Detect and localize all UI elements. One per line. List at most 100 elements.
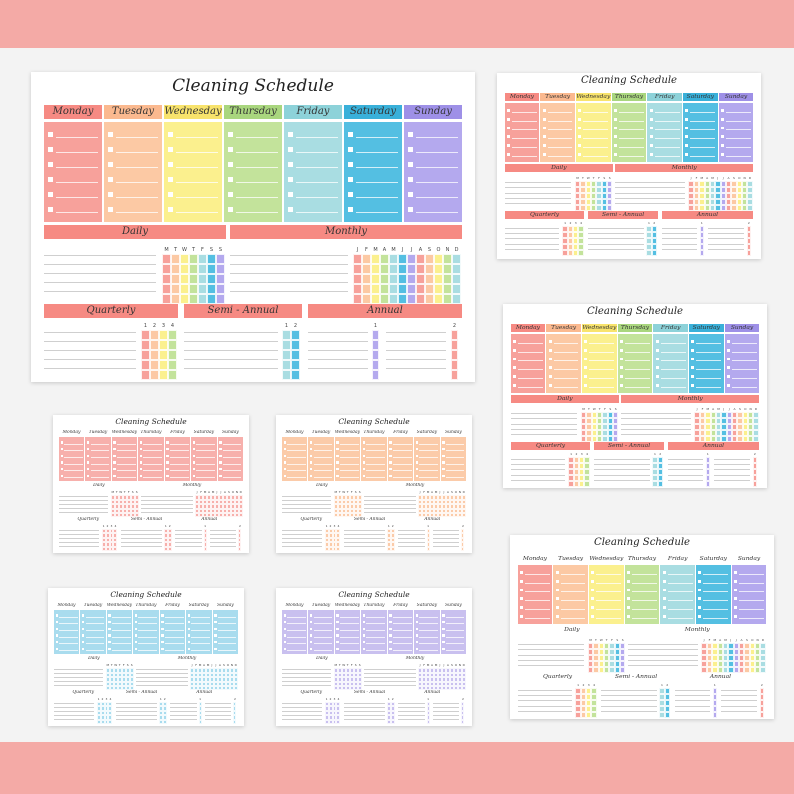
- annual-grid-1-cell: [426, 715, 430, 720]
- quarterly-grid-cell: [575, 688, 581, 695]
- quarterly-grid-cell: [328, 706, 333, 711]
- annual-header: Annual: [667, 441, 760, 451]
- annual-line-b-4: [432, 718, 460, 720]
- daily-grid-cell: [580, 424, 587, 431]
- semi-annual-grid-cell: [386, 528, 391, 534]
- task-line-1: [553, 351, 579, 353]
- quarterly-grid-cell: [108, 715, 113, 720]
- daily-line-2: [58, 503, 109, 505]
- daily-grid-cell: [345, 513, 350, 518]
- semi-annual-grid-cell: [167, 528, 172, 534]
- task-line-3: [340, 636, 359, 638]
- checkbox-3: [389, 461, 392, 464]
- checkbox-5: [81, 647, 85, 650]
- checkbox-2: [727, 357, 731, 361]
- monthly-grid-cell: [461, 508, 466, 513]
- daily-grid-cell: [105, 681, 110, 686]
- checkbox-1: [309, 448, 313, 451]
- checkbox-2: [584, 357, 588, 361]
- quarterly-grid-cell: [336, 533, 341, 538]
- monthly-grid-cell: [449, 672, 454, 678]
- daily-grid-cell: [180, 254, 189, 264]
- semi-annual-line-3: [115, 714, 158, 716]
- monthly-header: Monthly: [405, 655, 425, 661]
- task-line-0: [511, 111, 537, 113]
- monthly-grid-label: M: [700, 176, 704, 181]
- annual-line-2: [175, 537, 202, 539]
- daily-grid-cell: [118, 495, 123, 500]
- quarterly-grid-cell: [336, 537, 341, 543]
- day-column-1: [546, 333, 581, 394]
- monthly-header: Monthly: [405, 482, 425, 488]
- quarterly-grid-cell: [109, 537, 114, 543]
- monthly-grid-cell: [443, 274, 452, 284]
- annual-grid-1-label: 1: [199, 696, 202, 701]
- monthly-grid-cell: [731, 412, 738, 419]
- day-column-6: [724, 333, 760, 394]
- checkbox-1: [662, 579, 666, 583]
- day-header-2: Wednesday: [589, 554, 624, 562]
- checkbox-1: [336, 621, 339, 624]
- quarterly-grid-cell: [109, 542, 114, 547]
- quarterly-grid-label: 2: [329, 696, 332, 701]
- task-line-5: [143, 476, 163, 478]
- semi-annual-grid-cell: [386, 715, 391, 720]
- semi-annual-line-3: [593, 474, 650, 476]
- checkbox-0: [283, 614, 286, 617]
- daily-grid-cell: [171, 294, 180, 304]
- annual-line-4: [398, 718, 425, 720]
- day-header-5: Saturday: [416, 602, 438, 608]
- daily-grid-cell: [596, 181, 602, 188]
- monthly-grid-cell: [741, 193, 748, 200]
- quarterly-grid-cell: [328, 528, 333, 534]
- checkbox-3: [513, 366, 517, 370]
- daily-line-1: [281, 499, 332, 501]
- monthly-grid-cell: [426, 672, 431, 678]
- quarterly-grid-label: 1: [325, 696, 328, 701]
- checkbox-1: [415, 621, 419, 624]
- monthly-grid-label: N: [743, 176, 746, 181]
- daily-grid-label: S: [608, 176, 611, 181]
- monthly-grid-label: N: [458, 663, 461, 668]
- checkbox-3: [649, 135, 653, 139]
- monthly-grid-cell: [217, 672, 222, 678]
- task-line-2: [631, 591, 657, 593]
- checkbox-1: [139, 448, 143, 451]
- checkbox-0: [309, 441, 313, 444]
- cleaning-schedule-sheet-peach: Cleaning Schedule Monday Tuesday Wednesday T…: [276, 415, 472, 553]
- checkbox-2: [362, 454, 366, 457]
- task-line-2: [366, 629, 386, 631]
- monthly-grid-cell: [453, 681, 458, 686]
- day-header-6: Sunday: [445, 429, 462, 435]
- monthly-grid-cell: [694, 436, 700, 442]
- daily-grid-cell: [620, 649, 626, 656]
- day-header-1: Tuesday: [311, 429, 331, 435]
- daily-grid-cell: [601, 181, 607, 188]
- annual-grid-1-cell: [372, 350, 379, 360]
- day-column-1: [104, 122, 162, 222]
- monthly-grid-cell: [722, 661, 729, 667]
- task-line-4: [287, 643, 306, 645]
- daily-grid-cell: [609, 667, 615, 673]
- monthly-grid-cell: [453, 686, 458, 691]
- day-column-6: [440, 437, 467, 482]
- checkbox-4: [81, 640, 85, 644]
- checkbox-2: [309, 627, 313, 630]
- quarterly-grid-cell: [575, 706, 581, 713]
- annual-header: Annual: [201, 517, 218, 523]
- checkbox-4: [698, 606, 702, 610]
- daily-grid-cell: [333, 499, 338, 505]
- checkbox-4: [55, 640, 58, 644]
- checkbox-5: [348, 207, 353, 212]
- day-header-1: Tuesday: [558, 554, 584, 562]
- quarterly-line-4: [281, 718, 323, 720]
- task-line-1: [738, 582, 764, 584]
- day-header-3: Thursday: [363, 429, 385, 435]
- checkbox-0: [288, 132, 293, 137]
- monthly-grid-cell: [699, 424, 706, 431]
- task-line-2: [117, 456, 136, 458]
- daily-grid-cell: [118, 513, 123, 518]
- quarterly-grid-cell: [150, 330, 159, 340]
- monthly-grid-cell: [704, 181, 710, 188]
- daily-grid-cell: [113, 672, 118, 678]
